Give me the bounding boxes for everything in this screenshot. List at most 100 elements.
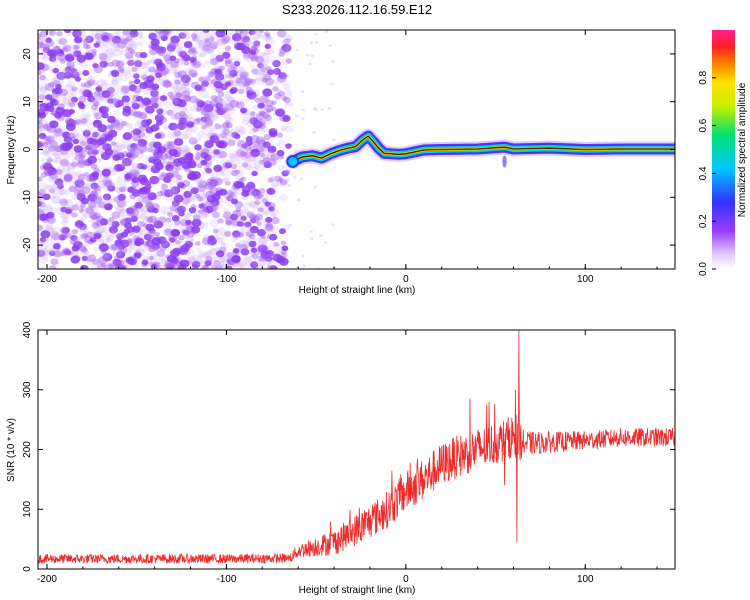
noise-speckle (220, 135, 229, 142)
noise-speckle (270, 183, 279, 191)
noise-speckle (281, 245, 289, 252)
noise-speckle (230, 75, 241, 84)
noise-speckle (180, 203, 189, 211)
noise-speckle (86, 53, 95, 60)
noise-speckle (254, 242, 262, 250)
noise-speckle (170, 44, 176, 49)
noise-speckle (251, 166, 258, 171)
noise-speckle (251, 82, 257, 87)
noise-speckle (255, 55, 265, 64)
noise-speckle (210, 201, 217, 207)
noise-speckle (158, 46, 167, 54)
noise-speckle (111, 38, 121, 47)
noise-speckle (158, 30, 168, 37)
noise-speckle (191, 34, 201, 42)
noise-speckle (244, 221, 252, 228)
noise-speckle (289, 103, 293, 107)
noise-speckle (76, 224, 82, 229)
noise-speckle (167, 91, 174, 98)
noise-speckle (119, 87, 128, 95)
noise-speckle (270, 225, 280, 234)
noise-speckle (49, 120, 59, 129)
noise-speckle (150, 96, 158, 104)
noise-speckle (97, 132, 105, 138)
noise-speckle (181, 146, 190, 154)
noise-speckle (64, 199, 74, 207)
noise-speckle (183, 125, 191, 132)
noise-speckle (69, 171, 79, 179)
noise-speckle (57, 188, 66, 196)
noise-speckle (234, 77, 243, 85)
noise-speckle (184, 168, 192, 175)
noise-speckle (180, 60, 188, 66)
noise-speckle (139, 205, 150, 214)
noise-speckle (123, 247, 132, 255)
noise-speckle (266, 251, 276, 259)
noise-speckle (209, 53, 220, 63)
noise-speckle (119, 218, 130, 226)
noise-speckle (55, 50, 61, 55)
noise-speckle (45, 141, 56, 150)
noise-speckle (225, 191, 235, 200)
noise-speckle (95, 215, 105, 223)
noise-speckle (64, 53, 75, 62)
noise-speckle (136, 206, 144, 214)
noise-speckle (173, 77, 182, 84)
noise-speckle (39, 42, 47, 49)
noise-speckle (257, 122, 266, 130)
noise-speckle (78, 117, 88, 125)
noise-speckle (185, 147, 192, 153)
noise-speckle (64, 83, 74, 92)
noise-speckle (80, 118, 88, 124)
noise-speckle (121, 95, 131, 103)
noise-speckle (233, 60, 241, 67)
noise-speckle (233, 180, 243, 189)
noise-speckle (204, 106, 212, 113)
noise-speckle (277, 140, 287, 148)
noise-speckle (163, 189, 174, 198)
noise-speckle (114, 98, 123, 106)
noise-speckle (38, 198, 43, 205)
noise-speckle (124, 55, 135, 64)
noise-speckle (180, 83, 188, 90)
noise-speckle (143, 68, 154, 77)
noise-speckle (200, 211, 209, 218)
noise-speckle (103, 54, 113, 62)
noise-speckle (246, 91, 257, 100)
noise-speckle (219, 198, 225, 204)
noise-speckle (228, 96, 235, 102)
noise-speckle (201, 125, 207, 130)
noise-speckle (223, 193, 233, 201)
colorbar-tick-label: 0.2 (698, 214, 709, 228)
noise-speckle (63, 174, 74, 182)
noise-speckle (194, 60, 200, 66)
noise-speckle (195, 117, 202, 123)
noise-speckle (121, 157, 132, 167)
noise-speckle (134, 120, 145, 130)
noise-speckle (320, 107, 324, 111)
noise-speckle (250, 214, 257, 221)
noise-speckle (121, 84, 127, 89)
noise-speckle (56, 254, 62, 259)
noise-speckle (238, 232, 245, 238)
noise-speckle (226, 252, 233, 258)
noise-speckle (97, 177, 104, 183)
noise-speckle (117, 84, 126, 91)
noise-speckle (234, 136, 240, 142)
noise-speckle (181, 229, 187, 235)
noise-speckle (83, 129, 90, 135)
noise-speckle (234, 148, 245, 157)
noise-speckle (242, 38, 248, 44)
noise-speckle (264, 77, 275, 86)
noise-speckle (153, 77, 161, 84)
noise-speckle (213, 73, 224, 82)
noise-speckle (78, 103, 86, 110)
noise-speckle (111, 78, 120, 86)
noise-speckle (39, 248, 49, 256)
noise-speckle (79, 113, 88, 121)
noise-speckle (135, 95, 144, 102)
noise-speckle (131, 176, 140, 184)
noise-speckle (248, 251, 256, 259)
noise-speckle (133, 73, 140, 79)
noise-speckle (249, 217, 257, 224)
